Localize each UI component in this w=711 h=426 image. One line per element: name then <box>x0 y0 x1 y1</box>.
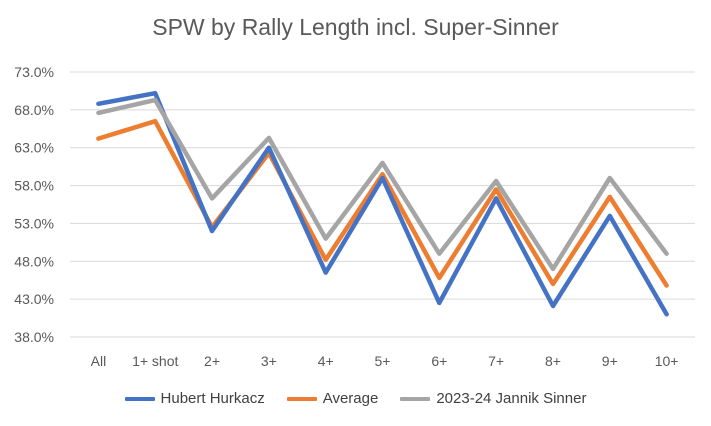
y-tick-label: 48.0% <box>14 253 54 269</box>
series-line-hubert-hurkacz <box>96 90 669 317</box>
y-tick-label: 73.0% <box>14 64 54 80</box>
legend-item-average: Average <box>286 390 379 407</box>
y-tick-label: 53.0% <box>14 215 54 231</box>
x-tick-label: 8+ <box>545 353 561 369</box>
gridlines <box>70 71 695 338</box>
series-line-average <box>96 118 669 288</box>
legend-label-sinner: 2023-24 Jannik Sinner <box>436 390 587 407</box>
y-tick-label: 38.0% <box>14 329 54 345</box>
y-axis-ticks: 38.0% 43.0% 48.0% 53.0% 58.0% 63.0% 68.0% 73.0% <box>14 64 54 345</box>
series-lines <box>96 90 669 317</box>
x-tick-label: 2+ <box>204 353 220 369</box>
x-tick-label: 9+ <box>602 353 618 369</box>
x-tick-label: All <box>91 353 107 369</box>
y-tick-label: 43.0% <box>14 291 54 307</box>
legend-label-hurkacz: Hubert Hurkacz <box>160 390 265 407</box>
x-tick-label: 5+ <box>375 353 391 369</box>
legend-item-sinner: 2023-24 Jannik Sinner <box>400 390 586 407</box>
legend: Hubert Hurkacz Average 2023-24 Jannik Si… <box>0 390 711 407</box>
x-tick-label: 6+ <box>431 353 447 369</box>
x-tick-label: 3+ <box>261 353 277 369</box>
x-tick-label: 7+ <box>488 353 504 369</box>
legend-item-hurkacz: Hubert Hurkacz <box>124 390 265 407</box>
x-tick-label: 4+ <box>318 353 334 369</box>
x-axis-ticks: All 1+ shot 2+ 3+ 4+ 5+ 6+ 7+ 8+ 9+ 10+ <box>91 353 679 369</box>
y-tick-label: 63.0% <box>14 140 54 156</box>
legend-swatch-sinner <box>400 396 431 401</box>
x-tick-label: 1+ shot <box>132 353 178 369</box>
legend-swatch-hurkacz <box>124 396 155 401</box>
y-tick-label: 58.0% <box>14 178 54 194</box>
series-line-2023-24-jannik-sinner <box>96 97 669 272</box>
y-tick-label: 68.0% <box>14 102 54 118</box>
chart-title: SPW by Rally Length incl. Super-Sinner <box>152 14 559 40</box>
legend-label-average: Average <box>322 390 379 407</box>
legend-swatch-average <box>286 396 317 401</box>
x-tick-label: 10+ <box>655 353 679 369</box>
